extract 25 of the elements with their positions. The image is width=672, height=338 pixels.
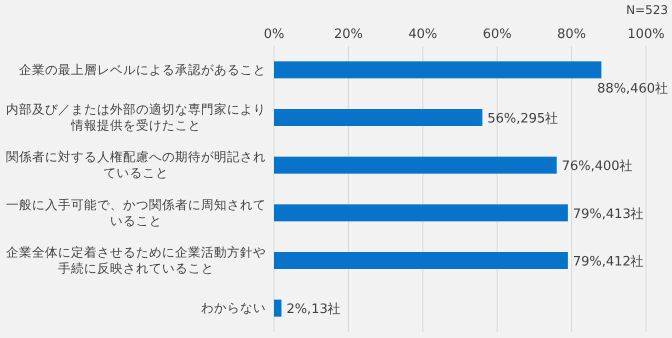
y-tick-label: 内部及び／または外部の適切な専門家により情報提供を受けたこと — [6, 102, 266, 132]
data-label: 56%,295社 — [487, 112, 558, 126]
bar — [274, 300, 282, 317]
x-tick-label: 20% — [334, 27, 363, 42]
bar — [274, 109, 482, 126]
y-tick-label: 関係者に対する人権配慮への期待が明記されていること — [6, 149, 266, 180]
data-label: 2%,13社 — [286, 302, 341, 318]
data-label: 76%,400社 — [562, 159, 633, 174]
bar — [274, 61, 602, 78]
x-tick-label: 40% — [408, 27, 438, 42]
y-tick-label: わからない — [201, 300, 266, 316]
bar — [274, 156, 557, 174]
y-tick-label: 企業全体に定着させるために企業活動方針や手続に反映されていること — [6, 244, 266, 276]
data-label: 88%,460社 — [597, 81, 668, 96]
x-tick-label: 0% — [264, 27, 284, 42]
bar — [274, 252, 568, 269]
text: N=523 — [626, 3, 668, 17]
data-label: 79%,413社 — [572, 206, 644, 222]
data-label: 79%,412社 — [572, 254, 644, 270]
x-tick-label: 100% — [627, 27, 665, 42]
x-tick-label: 60% — [482, 27, 512, 42]
y-tick-label: 企業の最上層レベルによる承認があること — [19, 62, 266, 77]
x-tick-label: 80% — [557, 27, 586, 42]
bar — [274, 204, 568, 222]
y-tick-label: 一般に入手可能で、かつ関係者に周知されていること — [6, 196, 266, 228]
